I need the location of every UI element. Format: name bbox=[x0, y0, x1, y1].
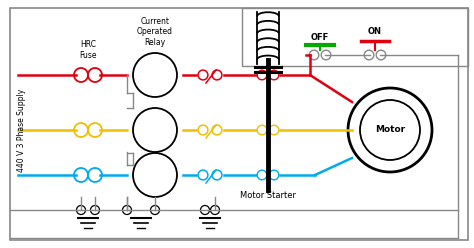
Text: OFF: OFF bbox=[311, 32, 329, 41]
Text: 440 V 3 Phase Supply: 440 V 3 Phase Supply bbox=[18, 88, 27, 172]
Text: Motor: Motor bbox=[375, 125, 405, 134]
Text: HRC
Fuse: HRC Fuse bbox=[79, 40, 97, 60]
Circle shape bbox=[348, 88, 432, 172]
Text: ON: ON bbox=[368, 27, 382, 35]
Bar bbox=[242, 8, 468, 66]
Text: Motor Starter: Motor Starter bbox=[240, 191, 296, 200]
Text: Current
Operated
Relay: Current Operated Relay bbox=[137, 17, 173, 47]
